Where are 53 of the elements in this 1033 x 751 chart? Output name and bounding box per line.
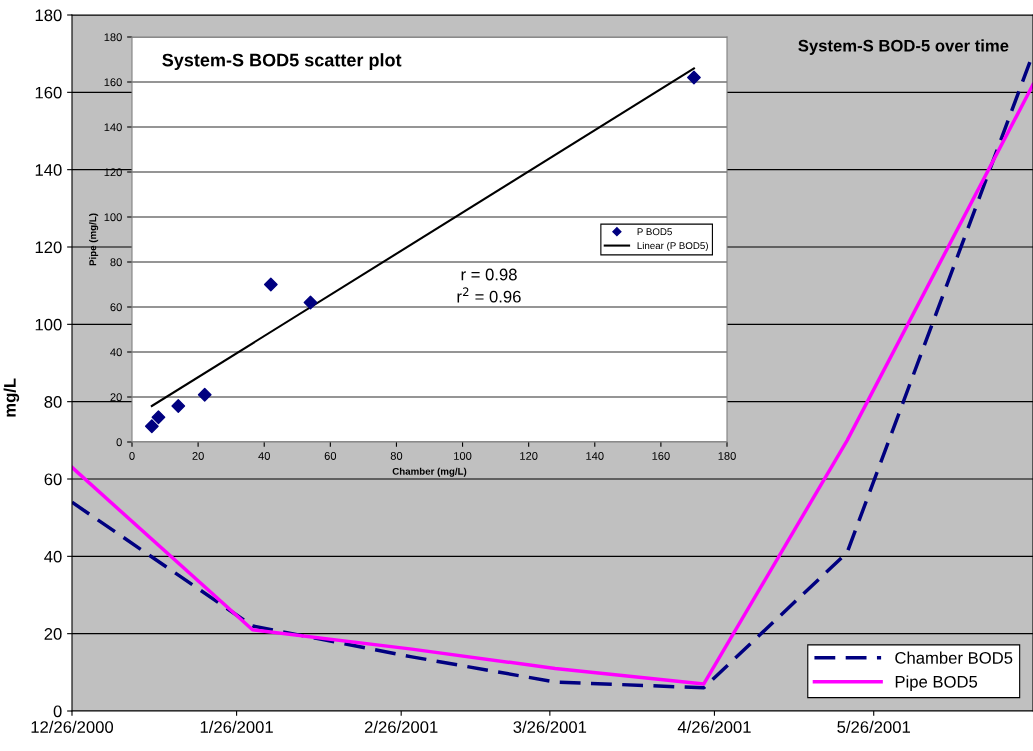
x-tick-label: 140 [586,452,604,460]
point [197,387,212,402]
y-tick-label: 160 [104,78,122,87]
x-tick-label: 3/26/2001 [513,720,587,733]
y-tick-label: 80 [110,258,122,267]
y-tick-label: 100 [35,318,62,331]
x-tick-label: 12/26/2000 [31,720,114,733]
point [144,419,159,434]
point [171,399,186,413]
point [687,70,701,85]
y-tick-label: 100 [104,213,122,222]
x-axis-title: Chamber (mg/L) [392,467,467,477]
x-tick-label: 1/26/2001 [200,720,273,733]
y-tick-label: 180 [104,33,122,42]
y-tick-label: 0 [53,705,62,718]
x-tick-label: 80 [390,452,403,460]
y-tick-label: 20 [44,628,62,640]
x-tick-label: 4/26/2001 [677,720,751,733]
x-tick-label: 120 [520,452,538,460]
annotation: r = 0.98 [461,268,517,281]
x-tick-label: 160 [652,452,670,460]
x-tick-label: 0 [129,452,135,460]
x-tick-label: 5/26/2001 [837,720,910,733]
point [151,410,166,425]
y-tick-label: 120 [35,241,62,254]
y-tick-label: 60 [44,473,62,486]
y-tick-label: 40 [110,348,122,357]
y-tick-label: 60 [110,303,122,312]
y-tick-label: 80 [44,396,62,408]
x-tick-label: 40 [258,452,270,460]
x-tick-label: 60 [324,452,337,460]
text: System-S BOD5 scatter plot [162,53,402,71]
y-tick-label: 180 [35,9,62,22]
annotation: r$^{2}$ = 0.96 [457,287,521,303]
y-tick-label: 40 [44,550,62,563]
x-tick-label: 2/26/2001 [364,720,438,733]
legend-label: Pipe BOD5 [895,675,978,691]
x-tick-label: 180 [718,452,736,460]
legend-label: Linear (P BOD5) [637,241,708,251]
point [263,277,278,292]
x-tick-label: 100 [454,452,472,460]
y-tick-label: 20 [110,393,122,402]
text: System-S BOD-5 over time [798,39,1009,55]
y-tick-label: 140 [35,164,62,176]
y-tick-label: 160 [35,86,62,99]
y-tick-label: 0 [116,438,122,447]
x-tick-label: 20 [192,452,204,460]
legend-label: Chamber BOD5 [895,651,1013,664]
y-axis-title: Pipe (mg/L) [89,213,99,266]
legend-label: P BOD5 [637,228,672,236]
y-tick-label: 140 [104,123,122,132]
point [303,295,318,310]
y-axis-title: mg/L [3,378,20,417]
